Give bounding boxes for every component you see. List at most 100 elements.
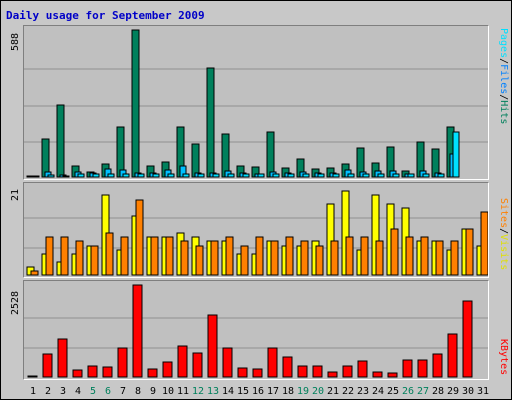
x-tick-label: 15 [237, 386, 249, 397]
x-tick-label: 3 [60, 386, 66, 397]
pages-bar [302, 173, 310, 178]
kbytes-bar [282, 356, 293, 378]
kbytes-ymax-label: 2528 [10, 290, 21, 315]
x-tick-label: 1 [30, 386, 36, 397]
sites-bar [90, 245, 99, 276]
sites-bar [120, 236, 129, 276]
pages-bar [377, 173, 385, 178]
sites-bar [180, 240, 189, 276]
sites-bar [285, 236, 294, 276]
sites-bar [135, 199, 144, 276]
x-tick-label: 28 [432, 386, 444, 397]
kbytes-bar [42, 353, 53, 378]
pages-bar [92, 173, 100, 178]
kbytes-bar [192, 352, 203, 378]
x-tick-label: 30 [462, 386, 474, 397]
pages-bar [407, 173, 415, 178]
kbytes-chart [24, 284, 488, 378]
sites-bar [165, 236, 174, 276]
sites-bar [195, 245, 204, 276]
visits-legend: Sites/Visits [498, 198, 509, 270]
kbytes-bar [147, 368, 158, 378]
pages-bar [47, 174, 55, 178]
pages-bar [347, 173, 355, 178]
kbytes-bar [102, 366, 113, 378]
pages-bar [197, 173, 205, 178]
x-tick-label: 4 [75, 386, 81, 397]
x-tick-label: 13 [207, 386, 219, 397]
pages-bar [152, 173, 160, 178]
sites-bar [270, 240, 279, 276]
sites-bar [210, 240, 219, 276]
sites-bar [465, 228, 474, 276]
kbytes-bar [462, 300, 473, 378]
sites-bar [240, 245, 249, 276]
hits-panel [23, 25, 489, 180]
sites-bar [345, 236, 354, 276]
hits-bar [131, 29, 140, 178]
x-tick-label: 12 [192, 386, 204, 397]
sites-bar [225, 236, 234, 276]
x-tick-label: 9 [150, 386, 156, 397]
sites-bar [60, 236, 69, 276]
kbytes-bar [117, 347, 128, 378]
kbytes-bar [342, 365, 353, 378]
sites-bar [30, 270, 39, 276]
visits-ymax-label: 21 [10, 188, 21, 201]
kbytes-bar [177, 345, 188, 378]
x-axis: 1 2 3 4 5 6 7 8 9 10 11 12 13 14 15 16 17 18 19 20 21 22 23 24 2… [30, 386, 489, 397]
hits-bar [191, 143, 200, 178]
pages-bar [332, 173, 340, 178]
legend-pages: Pages [498, 28, 509, 59]
x-tick-label: 7 [120, 386, 126, 397]
x-tick-label: 23 [357, 386, 369, 397]
x-tick-label: 2 [45, 386, 51, 397]
hits-bar [56, 104, 65, 178]
x-tick-label: 29 [447, 386, 459, 397]
pages-bar [317, 173, 325, 178]
hits-ymax-label: 588 [10, 32, 21, 51]
x-tick-label: 26 [402, 386, 414, 397]
hits-bar [206, 67, 215, 178]
sites-bar [75, 240, 84, 276]
kbytes-bar [327, 371, 338, 378]
kbytes-bar [417, 359, 428, 378]
x-tick-label: 16 [252, 386, 264, 397]
kbytes-legend: KBytes [498, 339, 509, 375]
pages-bar [242, 173, 250, 178]
sites-bar [330, 240, 339, 276]
kbytes-bar [402, 359, 413, 378]
kbytes-bar [267, 347, 278, 378]
hits-bar [266, 131, 275, 178]
sites-bar [450, 240, 459, 276]
kbytes-bar [447, 333, 458, 378]
kbytes-bar [132, 284, 143, 378]
x-tick-label: 20 [312, 386, 324, 397]
legend-sites: Sites [498, 198, 509, 229]
pages-bar [62, 175, 70, 178]
chart-title: Daily usage for September 2009 [6, 9, 205, 22]
visits-panel [23, 182, 489, 278]
pages-bar [362, 173, 370, 178]
pages-bar [287, 173, 295, 178]
kbytes-bar [57, 338, 68, 378]
legend-kbytes: KBytes [498, 339, 509, 376]
sites-bar [405, 236, 414, 276]
x-tick-label: 19 [297, 386, 309, 397]
pages-bar [257, 173, 265, 178]
legend-visits: Visits [498, 234, 509, 271]
kbytes-bar [252, 368, 263, 378]
pages-bar [437, 173, 445, 178]
pages-bar [422, 173, 430, 178]
x-tick-label: 22 [342, 386, 354, 397]
x-tick-label: 25 [387, 386, 399, 397]
sites-bar [105, 232, 114, 276]
sites-bar [480, 211, 489, 276]
kbytes-bar [87, 365, 98, 378]
x-tick-label: 18 [282, 386, 294, 397]
legend-hits: Hits [498, 100, 509, 125]
x-tick-label: 14 [222, 386, 234, 397]
sites-bar [315, 245, 324, 276]
sites-bar [45, 236, 54, 276]
